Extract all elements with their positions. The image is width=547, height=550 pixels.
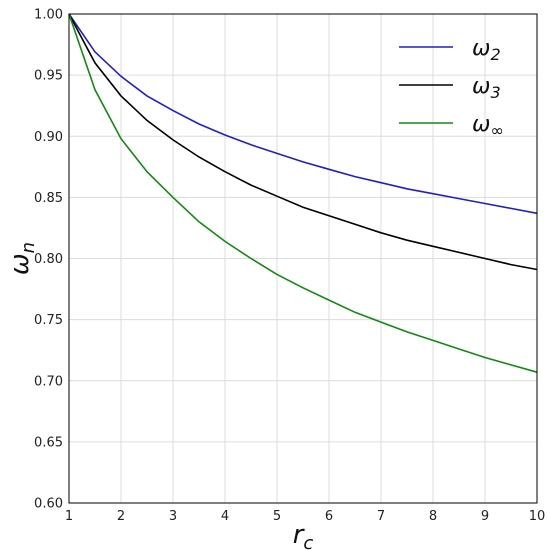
x-tick-label: 4: [221, 509, 229, 524]
series-line-1: [68, 13, 538, 271]
y-tick-label: 0.85: [34, 191, 63, 206]
legend-label: ω∞: [472, 112, 504, 140]
plot-frame: [68, 13, 538, 504]
legend-label-sub: 2: [490, 45, 500, 64]
legend-label: ω2: [472, 36, 501, 64]
legend-label-sub: 3: [490, 83, 500, 102]
legend-label-sub: ∞: [490, 121, 503, 140]
series-line-0: [68, 13, 538, 215]
x-axis-ticks: 1 2 3 4 5 6 7 8 9 10: [65, 509, 545, 524]
x-tick-label: 2: [117, 509, 125, 524]
x-axis-label-sub: c: [303, 533, 313, 550]
x-tick-label: 6: [325, 509, 333, 524]
y-tick-label: 1.00: [34, 8, 63, 23]
series-lines: [68, 13, 538, 373]
y-tick-label: 0.80: [34, 252, 63, 267]
series-line-2: [68, 13, 538, 373]
y-tick-label: 0.70: [34, 374, 63, 389]
legend-label-main: ω: [472, 112, 490, 137]
x-tick-label: 10: [529, 509, 546, 524]
x-axis-label: rc: [293, 520, 314, 550]
grid: [68, 13, 538, 504]
x-axis-label-main: r: [293, 520, 306, 550]
y-tick-label: 0.75: [34, 313, 63, 328]
x-tick-label: 7: [377, 509, 385, 524]
legend-label: ω3: [472, 74, 501, 102]
y-tick-label: 0.65: [34, 435, 63, 450]
y-tick-label: 0.95: [34, 69, 63, 84]
legend-label-main: ω: [472, 74, 490, 99]
y-axis-label-sub: n: [18, 242, 39, 253]
x-tick-label: 5: [273, 509, 281, 524]
y-axis-label-main: ω: [5, 253, 35, 275]
y-tick-label: 0.60: [34, 497, 63, 512]
y-axis-ticks: 0.60 0.65 0.70 0.75 0.80 0.85 0.90 0.95 1.00: [34, 8, 63, 512]
x-tick-label: 3: [169, 509, 177, 524]
y-tick-label: 0.90: [34, 130, 63, 145]
y-axis-label: ωn: [5, 242, 39, 275]
x-tick-label: 9: [481, 509, 489, 524]
legend-label-main: ω: [472, 36, 490, 61]
x-tick-label: 1: [65, 509, 73, 524]
x-tick-label: 8: [429, 509, 437, 524]
